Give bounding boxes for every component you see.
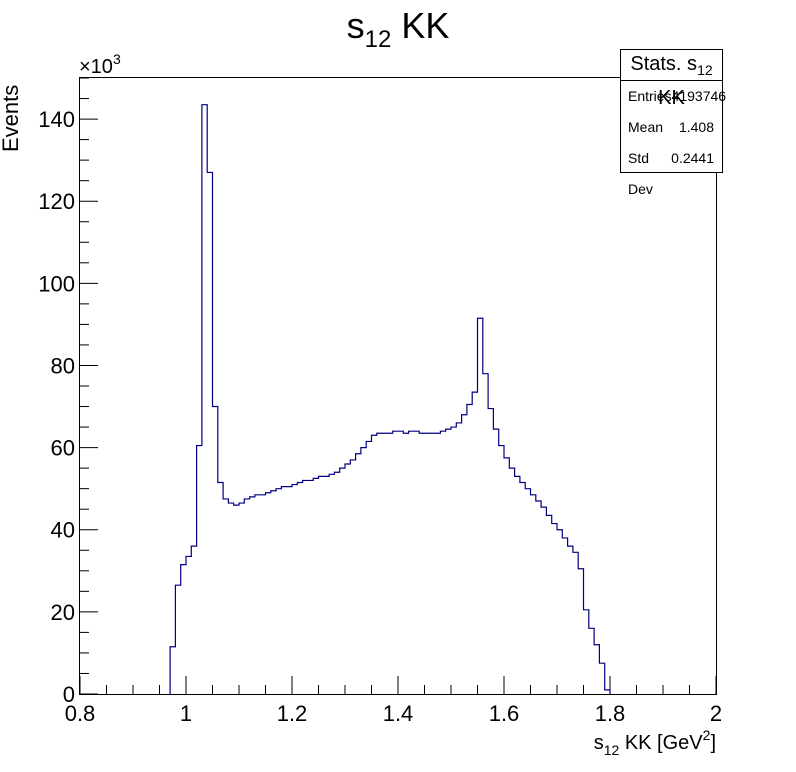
stats-title: Stats. s12 KK (621, 50, 722, 109)
histogram-line (169, 104, 611, 694)
y-tick-label: 120 (38, 189, 75, 214)
axis-ticks (79, 77, 717, 695)
y-tick-label: 0 (63, 682, 75, 707)
x-tick-label: 1.8 (595, 701, 626, 726)
y-tick-labels: 0 20 40 60 80 100 120 140 (38, 107, 75, 707)
x-tick-label: 1.6 (489, 701, 520, 726)
x-tick-label: 1 (180, 701, 192, 726)
x-tick-label: 0.8 (65, 701, 96, 726)
y-axis-label: Events (0, 85, 23, 152)
x-tick-label: 2 (710, 701, 722, 726)
plot-frame (79, 77, 717, 695)
x-axis-label: s12 KK [GeV2] (594, 727, 716, 758)
stats-box: Stats. s12 KK Entries 4193746 Mean 1.408 S… (620, 49, 727, 197)
stats-row-mean: Mean 1.408 (628, 119, 714, 135)
stats-row-stddev: Std Dev 0.2441 (628, 150, 714, 197)
y-tick-label: 80 (51, 353, 75, 378)
y-multiplier: ×103 (79, 51, 121, 78)
x-tick-label: 1.4 (383, 701, 414, 726)
stats-row-entries: Entries 4193746 (628, 88, 727, 104)
x-tick-label: 1.2 (277, 701, 308, 726)
y-tick-label: 100 (38, 271, 75, 296)
y-tick-label: 40 (51, 518, 75, 543)
y-tick-label: 140 (38, 107, 75, 132)
x-tick-labels: 0.8 1 1.2 1.4 1.6 1.8 2 (65, 701, 722, 726)
chart-title: s12 KK (347, 5, 450, 53)
y-tick-label: 20 (51, 600, 75, 625)
y-tick-label: 60 (51, 436, 75, 461)
